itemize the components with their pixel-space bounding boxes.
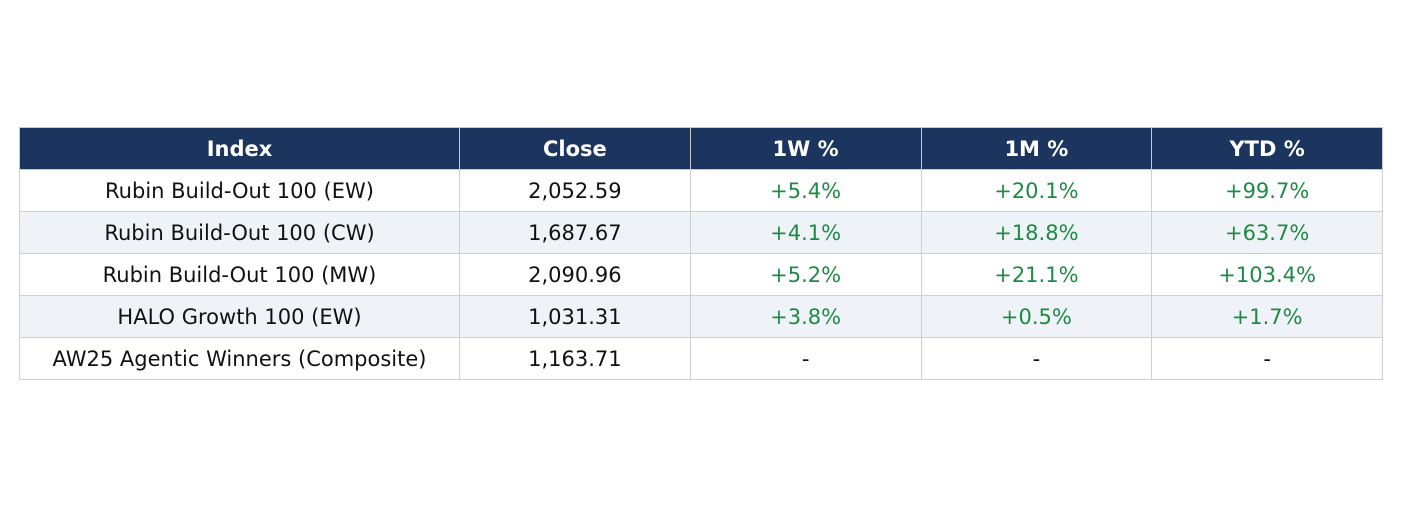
cell-1w: +5.2% xyxy=(689,253,922,296)
cell-ytd: +103.4% xyxy=(1151,253,1383,296)
cell-index: Rubin Build-Out 100 (MW) xyxy=(19,253,460,296)
header-1m: 1M % xyxy=(920,127,1153,170)
cell-1w: +4.1% xyxy=(689,211,922,254)
index-performance-table: Index Close 1W % 1M % YTD % Rubin Build-… xyxy=(19,127,1383,380)
cell-close: 1,163.71 xyxy=(459,337,691,380)
table-row: Rubin Build-Out 100 (MW) 2,090.96 +5.2% … xyxy=(19,253,1383,296)
table-row: Rubin Build-Out 100 (EW) 2,052.59 +5.4% … xyxy=(19,169,1383,212)
cell-close: 1,687.67 xyxy=(459,211,691,254)
cell-index: Rubin Build-Out 100 (EW) xyxy=(19,169,460,212)
cell-1m: - xyxy=(920,337,1153,380)
cell-1m: +21.1% xyxy=(920,253,1153,296)
table-row: AW25 Agentic Winners (Composite) 1,163.7… xyxy=(19,337,1383,380)
cell-index: Rubin Build-Out 100 (CW) xyxy=(19,211,460,254)
cell-1m: +18.8% xyxy=(920,211,1153,254)
cell-1w: +5.4% xyxy=(689,169,922,212)
cell-1m: +20.1% xyxy=(920,169,1153,212)
cell-close: 2,090.96 xyxy=(459,253,691,296)
cell-1m: +0.5% xyxy=(920,295,1153,338)
cell-close: 1,031.31 xyxy=(459,295,691,338)
header-close: Close xyxy=(459,127,691,170)
table-row: Rubin Build-Out 100 (CW) 1,687.67 +4.1% … xyxy=(19,211,1383,254)
cell-ytd: - xyxy=(1151,337,1383,380)
header-index: Index xyxy=(19,127,460,170)
cell-1w: +3.8% xyxy=(689,295,922,338)
table-row: HALO Growth 100 (EW) 1,031.31 +3.8% +0.5… xyxy=(19,295,1383,338)
cell-ytd: +99.7% xyxy=(1151,169,1383,212)
cell-ytd: +63.7% xyxy=(1151,211,1383,254)
header-1w: 1W % xyxy=(689,127,922,170)
cell-index: AW25 Agentic Winners (Composite) xyxy=(19,337,460,380)
header-row: Index Close 1W % 1M % YTD % xyxy=(19,127,1383,170)
cell-1w: - xyxy=(689,337,922,380)
cell-index: HALO Growth 100 (EW) xyxy=(19,295,460,338)
cell-close: 2,052.59 xyxy=(459,169,691,212)
cell-ytd: +1.7% xyxy=(1151,295,1383,338)
header-ytd: YTD % xyxy=(1151,127,1383,170)
index-performance-table-container: Index Close 1W % 1M % YTD % Rubin Build-… xyxy=(19,127,1383,380)
